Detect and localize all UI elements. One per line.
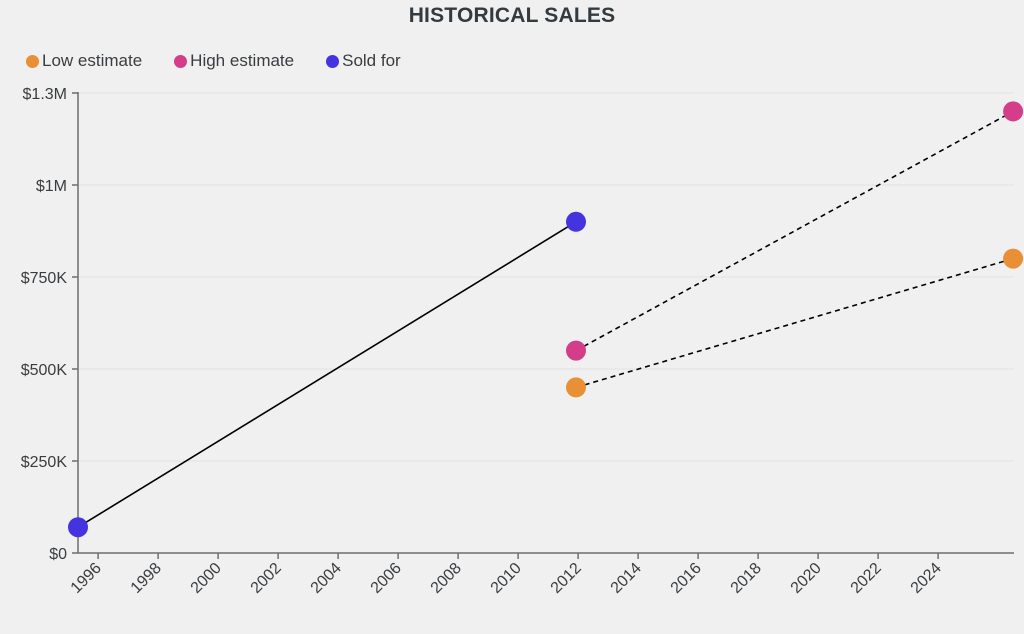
y-tick-label: $250K <box>21 454 68 471</box>
x-tick-label: 2020 <box>788 560 825 597</box>
grid-lines <box>78 92 1014 462</box>
x-tick-label: 2012 <box>548 560 585 597</box>
legend-item-low-estimate[interactable]: Low estimate <box>26 51 142 71</box>
x-tick-label: 2006 <box>368 560 405 597</box>
legend-item-high-estimate[interactable]: High estimate <box>174 51 294 71</box>
legend-swatch-high-estimate <box>174 54 188 68</box>
x-tick-label: 2016 <box>668 560 705 597</box>
series-points <box>68 101 1024 538</box>
data-point-sold-for <box>68 517 88 538</box>
y-tick-label: $750K <box>21 270 68 287</box>
x-tick-label: 1996 <box>68 560 105 597</box>
x-tick-label: 2022 <box>848 560 885 597</box>
series-line-sold-for <box>77 221 577 528</box>
legend-label-low-estimate: Low estimate <box>42 51 143 70</box>
x-tick-label: 2008 <box>428 560 465 597</box>
x-axis: 1996 1998 2000 2002 2004 2006 2008 2010 2012 2014… <box>68 552 1014 597</box>
x-tick-label: 2004 <box>308 560 345 597</box>
series-line-high-estimate <box>575 110 1014 352</box>
legend: Low estimate High estimate Sold for <box>26 51 401 71</box>
y-tick-label: $0 <box>49 546 67 563</box>
y-tick-label: $500K <box>21 362 68 379</box>
data-point-sold-for <box>566 211 586 232</box>
x-tick-label: 2024 <box>908 560 945 597</box>
series-line-low-estimate <box>575 257 1014 389</box>
data-point-high-estimate <box>1003 101 1024 122</box>
legend-swatch-low-estimate <box>26 54 39 68</box>
chart-title: HISTORICAL SALES <box>408 4 616 27</box>
x-tick-label: 2018 <box>728 560 765 597</box>
x-tick-label: 2000 <box>188 560 225 597</box>
x-tick-label: 1998 <box>128 560 165 597</box>
data-point-low-estimate <box>1003 248 1024 269</box>
y-axis: $0 $250K $500K $750K $1M $1.3M <box>21 86 79 563</box>
legend-swatch-sold-for <box>326 54 340 68</box>
x-tick-label: 2002 <box>248 560 285 597</box>
legend-label-high-estimate: High estimate <box>190 51 295 70</box>
x-tick-label: 2010 <box>488 560 525 597</box>
series-lines <box>77 110 1014 528</box>
y-tick-label: $1.3M <box>23 86 67 103</box>
x-tick-label: 2014 <box>608 560 645 597</box>
data-point-high-estimate <box>566 340 586 361</box>
y-tick-label: $1M <box>36 178 67 195</box>
legend-label-sold-for: Sold for <box>342 51 401 70</box>
legend-item-sold-for[interactable]: Sold for <box>326 51 401 71</box>
data-point-low-estimate <box>566 377 586 398</box>
